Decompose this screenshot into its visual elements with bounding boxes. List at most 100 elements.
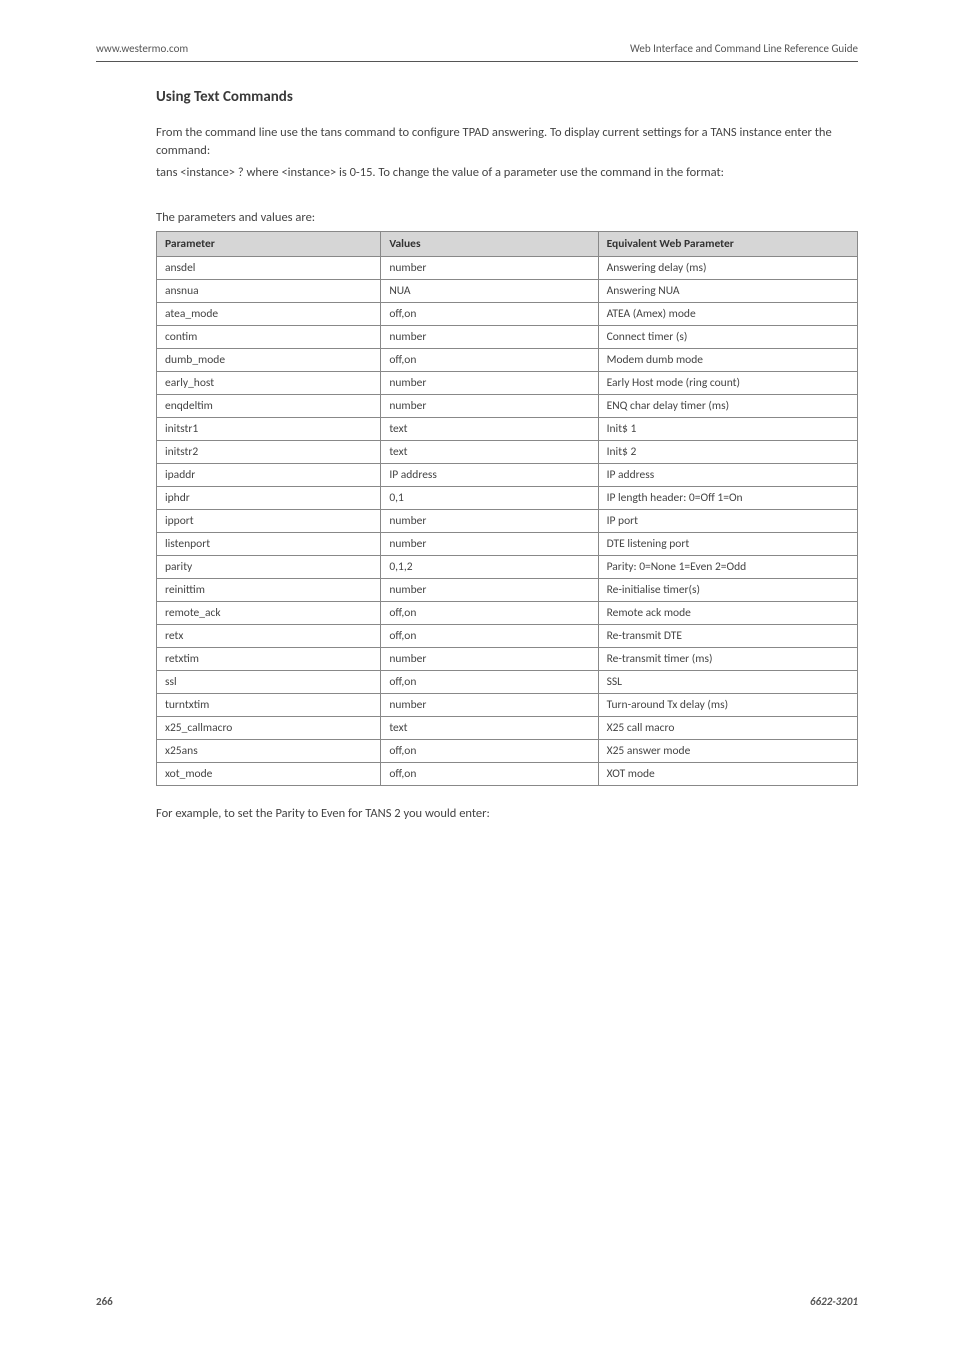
table-row: early_hostnumberEarly Host mode (ring co…	[157, 372, 858, 395]
table-cell: remote_ack	[157, 602, 381, 625]
table-cell: ansdel	[157, 257, 381, 280]
footer-doc-id: 6622-3201	[810, 1295, 858, 1308]
table-cell: off,on	[381, 303, 598, 326]
table-cell: number	[381, 395, 598, 418]
table-cell: IP length header: 0=Off 1=On	[598, 487, 857, 510]
table-cell: Re-initialise timer(s)	[598, 579, 857, 602]
table-row: enqdeltimnumberENQ char delay timer (ms)	[157, 395, 858, 418]
table-cell: NUA	[381, 280, 598, 303]
table-row: remote_ackoff,onRemote ack mode	[157, 602, 858, 625]
table-cell: number	[381, 326, 598, 349]
table-cell: number	[381, 533, 598, 556]
table-cell: early_host	[157, 372, 381, 395]
table-cell: x25_callmacro	[157, 717, 381, 740]
table-cell: ENQ char delay timer (ms)	[598, 395, 857, 418]
parameters-table: Parameter Values Equivalent Web Paramete…	[156, 231, 858, 786]
table-cell: enqdeltim	[157, 395, 381, 418]
table-cell: text	[381, 717, 598, 740]
table-cell: X25 call macro	[598, 717, 857, 740]
closing-paragraph: For example, to set the Parity to Even f…	[156, 806, 858, 821]
table-cell: Init$ 2	[598, 441, 857, 464]
table-cell: number	[381, 372, 598, 395]
table-cell: initstr1	[157, 418, 381, 441]
table-row: x25ansoff,onX25 answer mode	[157, 740, 858, 763]
table-cell: ATEA (Amex) mode	[598, 303, 857, 326]
th-parameter: Parameter	[157, 232, 381, 257]
table-cell: Answering NUA	[598, 280, 857, 303]
table-cell: off,on	[381, 349, 598, 372]
table-row: turntxtimnumberTurn-around Tx delay (ms)	[157, 694, 858, 717]
table-cell: off,on	[381, 763, 598, 786]
table-row: x25_callmacrotextX25 call macro	[157, 717, 858, 740]
table-row: ssloff,onSSL	[157, 671, 858, 694]
table-cell: Turn-around Tx delay (ms)	[598, 694, 857, 717]
table-cell: SSL	[598, 671, 857, 694]
table-cell: number	[381, 694, 598, 717]
table-row: reinittimnumberRe-initialise timer(s)	[157, 579, 858, 602]
page-footer: 266 6622-3201	[96, 1295, 858, 1308]
paragraph-2: tans <instance> ? where <instance> is 0-…	[156, 164, 858, 182]
table-row: dumb_modeoff,onModem dumb mode	[157, 349, 858, 372]
table-cell: Early Host mode (ring count)	[598, 372, 857, 395]
table-cell: number	[381, 510, 598, 533]
table-cell: listenport	[157, 533, 381, 556]
table-cell: number	[381, 648, 598, 671]
header-right: Web Interface and Command Line Reference…	[630, 42, 858, 55]
table-cell: off,on	[381, 625, 598, 648]
table-cell: DTE listening port	[598, 533, 857, 556]
table-cell: iphdr	[157, 487, 381, 510]
table-cell: Connect timer (s)	[598, 326, 857, 349]
table-cell: 0,1,2	[381, 556, 598, 579]
table-cell: reinittim	[157, 579, 381, 602]
footer-page-number: 266	[96, 1295, 113, 1308]
table-row: contimnumberConnect timer (s)	[157, 326, 858, 349]
section-title: Using Text Commands	[156, 88, 858, 106]
th-equivalent: Equivalent Web Parameter	[598, 232, 857, 257]
table-cell: parity	[157, 556, 381, 579]
table-cell: dumb_mode	[157, 349, 381, 372]
table-cell: Answering delay (ms)	[598, 257, 857, 280]
table-cell: off,on	[381, 740, 598, 763]
header-left: www.westermo.com	[96, 42, 188, 55]
table-row: ipportnumberIP port	[157, 510, 858, 533]
table-row: xot_modeoff,onXOT mode	[157, 763, 858, 786]
table-row: parity0,1,2Parity: 0=None 1=Even 2=Odd	[157, 556, 858, 579]
table-row: atea_modeoff,onATEA (Amex) mode	[157, 303, 858, 326]
table-cell: Init$ 1	[598, 418, 857, 441]
table-row: ipaddrIP addressIP address	[157, 464, 858, 487]
table-cell: ssl	[157, 671, 381, 694]
table-cell: x25ans	[157, 740, 381, 763]
table-cell: 0,1	[381, 487, 598, 510]
table-cell: off,on	[381, 671, 598, 694]
table-row: ansnuaNUAAnswering NUA	[157, 280, 858, 303]
table-cell: turntxtim	[157, 694, 381, 717]
table-cell: XOT mode	[598, 763, 857, 786]
table-cell: Re-transmit timer (ms)	[598, 648, 857, 671]
table-cell: number	[381, 257, 598, 280]
table-row: initstr2textInit$ 2	[157, 441, 858, 464]
table-cell: ipaddr	[157, 464, 381, 487]
table-cell: number	[381, 579, 598, 602]
table-cell: retx	[157, 625, 381, 648]
th-values: Values	[381, 232, 598, 257]
table-header-row: Parameter Values Equivalent Web Paramete…	[157, 232, 858, 257]
table-row: iphdr0,1IP length header: 0=Off 1=On	[157, 487, 858, 510]
paragraph-1: From the command line use the tans comma…	[156, 124, 858, 160]
table-cell: IP address	[598, 464, 857, 487]
table-cell: contim	[157, 326, 381, 349]
table-row: retxtimnumberRe-transmit timer (ms)	[157, 648, 858, 671]
table-row: retxoff,onRe-transmit DTE	[157, 625, 858, 648]
table-row: listenportnumberDTE listening port	[157, 533, 858, 556]
table-cell: text	[381, 441, 598, 464]
table-cell: Remote ack mode	[598, 602, 857, 625]
table-cell: ansnua	[157, 280, 381, 303]
table-cell: IP address	[381, 464, 598, 487]
table-caption: The parameters and values are:	[156, 210, 858, 225]
table-cell: Parity: 0=None 1=Even 2=Odd	[598, 556, 857, 579]
table-cell: IP port	[598, 510, 857, 533]
table-cell: retxtim	[157, 648, 381, 671]
table-row: ansdelnumberAnswering delay (ms)	[157, 257, 858, 280]
table-cell: Modem dumb mode	[598, 349, 857, 372]
table-cell: atea_mode	[157, 303, 381, 326]
table-row: initstr1textInit$ 1	[157, 418, 858, 441]
